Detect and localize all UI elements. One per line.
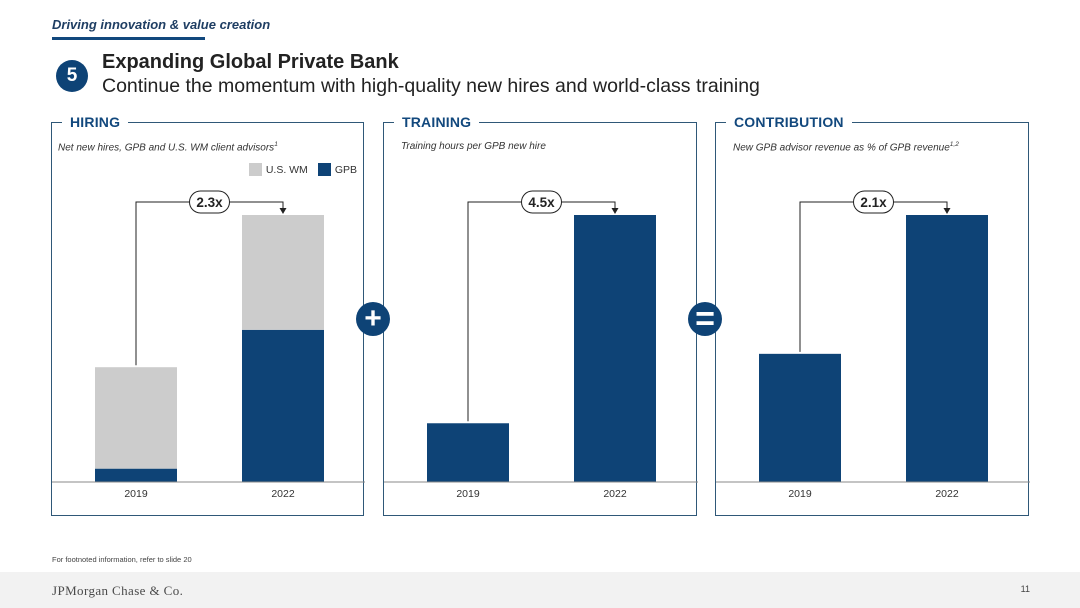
multiplier-label: 2.3x xyxy=(196,195,223,210)
growth-arrowhead xyxy=(611,208,619,214)
equals-operator: = xyxy=(688,302,722,336)
x-tick-label-2019: 2019 xyxy=(456,488,480,500)
bar-2022 xyxy=(906,215,988,482)
bar-2022-gpb xyxy=(242,329,324,482)
footnote: For footnoted information, refer to slid… xyxy=(52,555,192,564)
x-tick-label-2022: 2022 xyxy=(271,488,295,500)
x-tick-label-2019: 2019 xyxy=(124,488,148,500)
hiring-legend: U.S. WM GPB xyxy=(239,163,357,176)
x-tick-label-2022: 2022 xyxy=(935,488,959,500)
footer-bar: JPMorgan Chase & Co. 11 xyxy=(0,572,1080,608)
x-tick-label-2019: 2019 xyxy=(788,488,812,500)
legend-item-gpb: GPB xyxy=(317,163,357,176)
growth-arrowhead xyxy=(279,208,287,214)
multiplier-pill xyxy=(189,190,230,214)
page-title: Expanding Global Private Bank xyxy=(102,51,399,73)
page-number: 11 xyxy=(1020,584,1030,594)
hiring-heading: HIRING xyxy=(62,114,129,130)
multiplier-label: 4.5x xyxy=(528,195,555,210)
hiring-chart: 2019 2022 2.3x xyxy=(52,190,365,500)
x-tick-label-2022: 2022 xyxy=(603,488,627,500)
hiring-panel: HIRING Net new hires, GPB and U.S. WM cl… xyxy=(51,114,365,516)
contribution-chart: 2019 2022 2.1x xyxy=(716,190,1030,500)
bar-2019 xyxy=(427,423,509,482)
contribution-subtitle: New GPB advisor revenue as % of GPB reve… xyxy=(733,141,959,154)
number-badge: 5 xyxy=(56,60,88,92)
training-panel: TRAINING Training hours per GPB new hire… xyxy=(383,114,698,516)
contribution-heading: CONTRIBUTION xyxy=(726,114,852,130)
training-chart: 2019 2022 4.5x xyxy=(384,190,698,500)
multiplier-pill xyxy=(521,190,562,214)
hiring-subtitle: Net new hires, GPB and U.S. WM client ad… xyxy=(58,141,278,154)
contribution-panel: CONTRIBUTION New GPB advisor revenue as … xyxy=(715,114,1030,516)
training-subtitle: Training hours per GPB new hire xyxy=(401,141,546,152)
training-heading: TRAINING xyxy=(394,114,480,130)
bar-2019 xyxy=(759,353,841,482)
legend-item-us-wm: U.S. WM xyxy=(248,163,308,176)
growth-arrowhead xyxy=(943,208,951,214)
bar-2019-gpb xyxy=(95,468,177,482)
multiplier-pill xyxy=(853,190,894,214)
section-label: Driving innovation & value creation xyxy=(52,17,271,32)
page-subtitle: Continue the momentum with high-quality … xyxy=(102,75,760,97)
multiplier-label: 2.1x xyxy=(860,195,887,210)
bar-2022 xyxy=(574,215,656,482)
bar-2022-u-s-wm xyxy=(242,215,324,330)
plus-operator: + xyxy=(356,302,390,336)
company-logo: JPMorgan Chase & Co. xyxy=(52,583,184,598)
section-rule xyxy=(52,37,205,40)
bar-2019-u-s-wm xyxy=(95,367,177,469)
